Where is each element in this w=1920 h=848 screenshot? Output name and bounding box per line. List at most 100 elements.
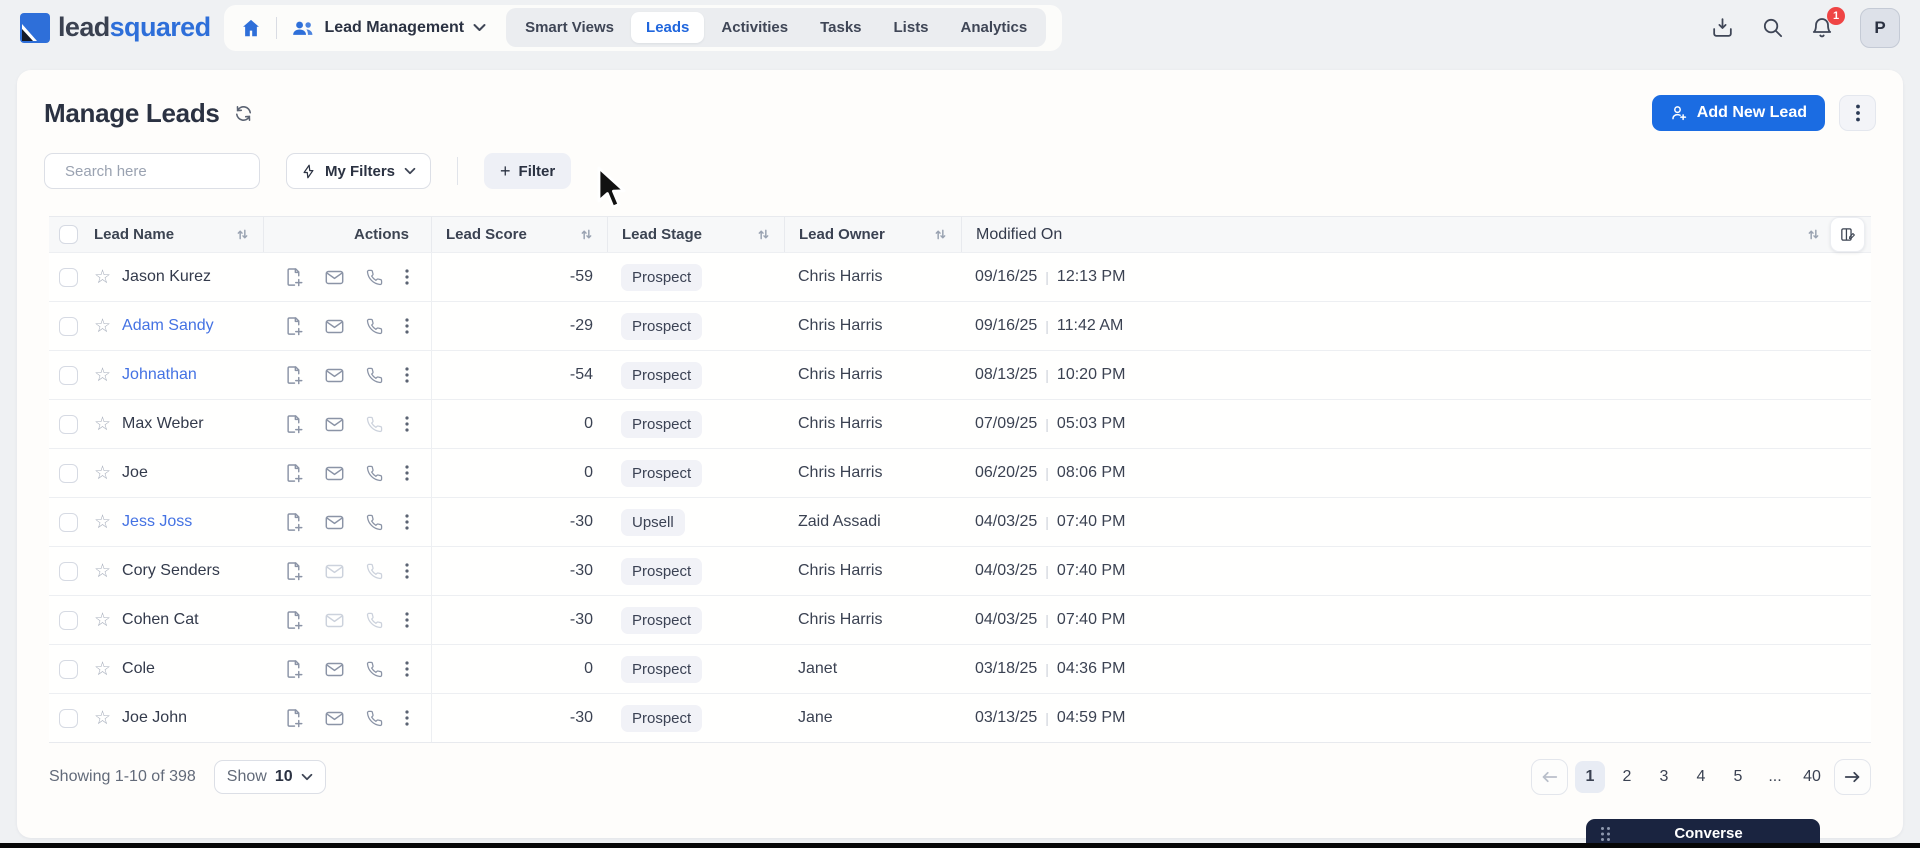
row-more-options-icon[interactable]: [405, 710, 409, 726]
lead-name-link[interactable]: Joe John: [122, 709, 187, 726]
column-header-lead-score[interactable]: Lead Score: [431, 217, 607, 252]
row-checkbox[interactable]: [59, 414, 78, 434]
row-checkbox[interactable]: [59, 561, 78, 581]
star-icon[interactable]: ☆: [94, 609, 112, 631]
sort-icon[interactable]: [1807, 228, 1820, 241]
lead-name-link[interactable]: Joe: [122, 464, 148, 481]
add-activity-icon[interactable]: [286, 561, 303, 581]
row-checkbox[interactable]: [59, 610, 78, 630]
star-icon[interactable]: ☆: [94, 560, 112, 582]
page-button-40[interactable]: 40: [1803, 768, 1821, 785]
send-email-icon[interactable]: [325, 515, 344, 530]
next-page-button[interactable]: [1834, 759, 1871, 795]
add-activity-icon[interactable]: [286, 610, 303, 630]
drag-handle-icon[interactable]: [1600, 826, 1611, 842]
search-icon[interactable]: [1761, 16, 1784, 39]
page-button-1[interactable]: 1: [1575, 761, 1605, 793]
sort-icon[interactable]: [934, 228, 947, 241]
add-activity-icon[interactable]: [286, 365, 303, 385]
lead-name-link[interactable]: Johnathan: [122, 366, 197, 383]
column-header-lead-owner[interactable]: Lead Owner: [784, 217, 961, 252]
row-more-options-icon[interactable]: [405, 563, 409, 579]
call-phone-icon[interactable]: [366, 318, 383, 335]
row-checkbox[interactable]: [59, 316, 78, 336]
send-email-icon[interactable]: [325, 319, 344, 334]
row-more-options-icon[interactable]: [405, 269, 409, 285]
row-more-options-icon[interactable]: [405, 367, 409, 383]
previous-page-button[interactable]: [1531, 759, 1568, 795]
sort-icon[interactable]: [580, 228, 593, 241]
user-avatar[interactable]: P: [1860, 7, 1900, 48]
tab-lists[interactable]: Lists: [893, 19, 929, 36]
send-email-icon[interactable]: [325, 466, 344, 481]
page-button-3[interactable]: 3: [1659, 768, 1669, 785]
send-email-icon[interactable]: [325, 368, 344, 383]
star-icon[interactable]: ☆: [94, 707, 112, 729]
import-leads-icon[interactable]: [1710, 15, 1735, 40]
select-all-checkbox[interactable]: [59, 225, 78, 244]
column-settings-button[interactable]: [1830, 217, 1865, 252]
page-button-5[interactable]: 5: [1733, 768, 1743, 785]
star-icon[interactable]: ☆: [94, 413, 112, 435]
tab-analytics[interactable]: Analytics: [960, 19, 1028, 36]
sort-icon[interactable]: [757, 228, 770, 241]
star-icon[interactable]: ☆: [94, 462, 112, 484]
lead-name-link[interactable]: Cory Senders: [122, 562, 220, 579]
star-icon[interactable]: ☆: [94, 511, 112, 533]
star-icon[interactable]: ☆: [94, 315, 112, 337]
send-email-icon[interactable]: [325, 417, 344, 432]
lead-name-link[interactable]: Adam Sandy: [122, 317, 214, 334]
row-more-options-icon[interactable]: [405, 514, 409, 530]
row-checkbox[interactable]: [59, 267, 78, 287]
add-new-lead-button[interactable]: Add New Lead: [1651, 95, 1825, 131]
row-more-options-icon[interactable]: [405, 612, 409, 628]
home-icon[interactable]: [240, 17, 262, 39]
call-phone-icon[interactable]: [366, 465, 383, 482]
send-email-icon[interactable]: [325, 662, 344, 677]
tab-smart-views[interactable]: Smart Views: [525, 19, 615, 36]
tab-tasks[interactable]: Tasks: [820, 19, 862, 36]
column-header-modified-on[interactable]: Modified On: [961, 217, 1871, 252]
add-filter-button[interactable]: + Filter: [484, 153, 572, 189]
lead-name-link[interactable]: Cole: [122, 660, 155, 677]
workspace-switcher[interactable]: Lead Management: [291, 18, 486, 38]
lead-name-link[interactable]: Max Weber: [122, 415, 204, 432]
sort-icon[interactable]: [236, 228, 249, 241]
call-phone-icon[interactable]: [366, 661, 383, 678]
add-activity-icon[interactable]: [286, 708, 303, 728]
call-phone-icon[interactable]: [366, 269, 383, 286]
tab-activities[interactable]: Activities: [721, 19, 789, 36]
lead-name-link[interactable]: Jess Joss: [122, 513, 193, 530]
my-filters-button[interactable]: My Filters: [286, 153, 432, 189]
send-email-icon[interactable]: [325, 270, 344, 285]
row-checkbox[interactable]: [59, 659, 78, 679]
row-more-options-icon[interactable]: [405, 318, 409, 334]
star-icon[interactable]: ☆: [94, 364, 112, 386]
row-more-options-icon[interactable]: [405, 416, 409, 432]
add-activity-icon[interactable]: [286, 512, 303, 532]
page-size-selector[interactable]: Show 10: [213, 760, 326, 794]
star-icon[interactable]: ☆: [94, 266, 112, 288]
row-checkbox[interactable]: [59, 463, 78, 483]
page-button-4[interactable]: 4: [1696, 768, 1706, 785]
row-more-options-icon[interactable]: [405, 661, 409, 677]
more-options-button[interactable]: [1839, 95, 1876, 131]
lead-name-link[interactable]: Jason Kurez: [122, 268, 211, 285]
notifications-bell-icon[interactable]: 1: [1810, 6, 1845, 40]
call-phone-icon[interactable]: [366, 514, 383, 531]
call-phone-icon[interactable]: [366, 710, 383, 727]
column-header-lead-stage[interactable]: Lead Stage: [607, 217, 784, 252]
tab-leads[interactable]: Leads: [631, 12, 705, 43]
add-activity-icon[interactable]: [286, 267, 303, 287]
page-button-2[interactable]: 2: [1622, 768, 1632, 785]
add-activity-icon[interactable]: [286, 659, 303, 679]
row-checkbox[interactable]: [59, 512, 78, 532]
row-more-options-icon[interactable]: [405, 465, 409, 481]
leadsquared-logo[interactable]: leadsquared: [20, 12, 211, 43]
call-phone-icon[interactable]: [366, 367, 383, 384]
row-checkbox[interactable]: [59, 708, 78, 728]
add-activity-icon[interactable]: [286, 463, 303, 483]
row-checkbox[interactable]: [59, 365, 78, 385]
lead-name-link[interactable]: Cohen Cat: [122, 611, 199, 628]
add-activity-icon[interactable]: [286, 414, 303, 434]
